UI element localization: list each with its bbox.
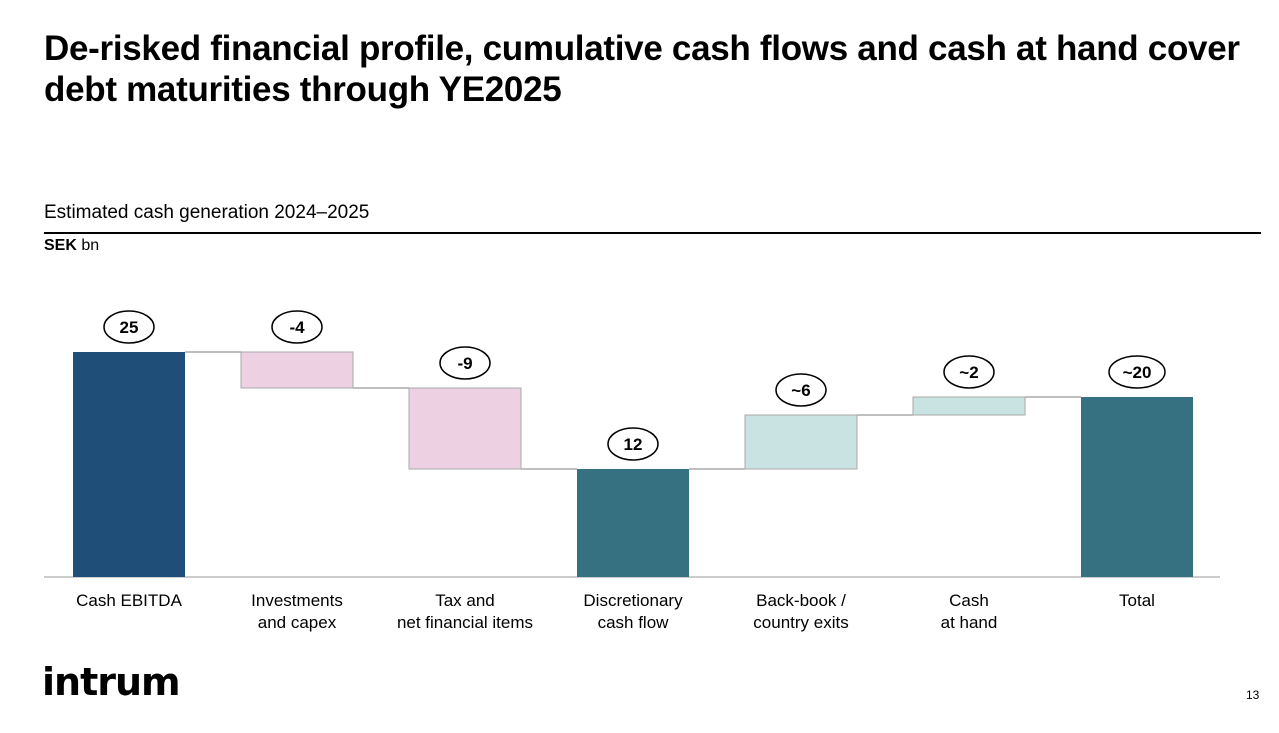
bar: [73, 352, 185, 577]
bar: [912, 396, 1026, 416]
data-label-bubble: [607, 427, 659, 461]
bar: [1081, 397, 1193, 577]
category-label: Back-book / country exits: [753, 591, 848, 632]
data-label: ~2: [959, 363, 978, 382]
data-label-bubble: [439, 346, 491, 380]
data-label: -4: [289, 318, 305, 337]
data-label-bubble: [775, 373, 827, 407]
intrum-logo: intrum: [42, 660, 181, 704]
unit-scale: bn: [76, 237, 100, 254]
category-label: Tax and net financial items: [397, 591, 533, 632]
bar: [240, 351, 354, 389]
chart-title: Estimated cash generation 2024–2025: [44, 202, 370, 223]
data-label: 12: [624, 435, 643, 454]
category-label: Investments and capex: [251, 591, 343, 632]
unit-label: SEK bn: [44, 237, 99, 255]
data-label-bubble: [943, 355, 995, 389]
category-label: Cash at hand: [941, 591, 998, 632]
bar: [744, 414, 858, 470]
bar: [408, 387, 522, 470]
data-label: ~6: [791, 381, 810, 400]
data-label-bubble: [103, 310, 155, 344]
data-label: ~20: [1123, 363, 1152, 382]
divider: [44, 232, 1261, 234]
data-label-bubble: [271, 310, 323, 344]
page-title: De-risked financial profile, cumulative …: [44, 29, 1240, 109]
category-label: Total: [1119, 591, 1155, 610]
data-label: 25: [120, 318, 139, 337]
page-number: 13: [1246, 688, 1260, 702]
category-label: Cash EBITDA: [76, 591, 182, 610]
unit-currency: SEK: [44, 237, 77, 254]
data-label-bubble: [1108, 355, 1166, 389]
bar: [577, 469, 689, 577]
category-label: Discretionary cash flow: [583, 591, 683, 632]
data-label: -9: [457, 354, 472, 373]
